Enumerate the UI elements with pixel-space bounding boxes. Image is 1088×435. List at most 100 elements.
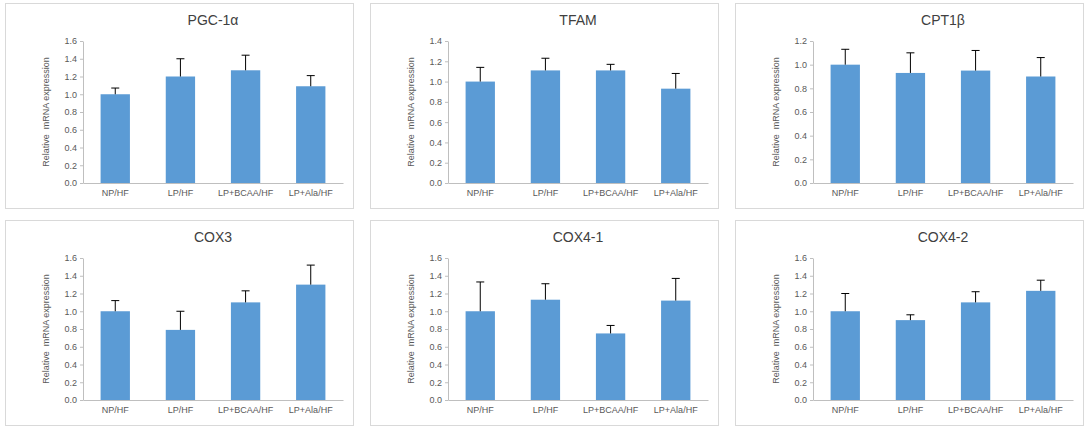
y-tick-label: 1.2 [64,72,77,82]
x-axis: NP/HFLP/HFLP+BCAA/HFLP+Ala/HF [814,400,1074,415]
x-tick-label: LP/HF [533,188,559,198]
y-tick-label: 0.6 [794,107,807,117]
y-tick: 0.0 [64,395,83,405]
y-tick: 0.2 [429,378,448,388]
error-line [115,301,116,312]
y-tick-label: 0.4 [429,138,442,148]
error-line [245,55,246,70]
y-tick-label: 0.2 [64,161,77,171]
error-line [1040,58,1041,77]
error-line [610,64,611,70]
y-tick-mark [445,294,448,295]
error-bar [841,49,849,64]
y-axis-line [83,42,84,184]
error-line [610,325,611,333]
bar [1026,291,1055,400]
y-tick-mark [445,61,448,62]
panel: COX4-1Relative mRNA expression0.00.20.40… [371,221,719,426]
x-tick: LP+Ala/HF [1019,183,1063,198]
plot-area [831,49,1056,183]
y-tick: 0.0 [794,395,813,405]
y-tick-mark [80,276,83,277]
error-bar [1037,58,1045,77]
panel-frame [371,221,719,426]
x-tick-label: NP/HF [102,405,130,415]
y-tick-mark [810,294,813,295]
x-tick-label: LP/HF [898,188,924,198]
bar [296,86,325,183]
bar [531,70,560,183]
figure: PGC-1αRelative mRNA expression0.00.20.40… [0,0,1088,435]
x-axis-line [84,183,344,184]
bar [101,94,130,183]
x-tick-label: LP+BCAA/HF [583,188,639,198]
y-tick-mark [810,258,813,259]
y-tick-mark [445,102,448,103]
y-tick: 1.0 [429,77,448,87]
error-cap [1037,57,1045,58]
y-tick-label: 0.6 [429,342,442,352]
y-tick: 0.4 [429,360,448,370]
y-tick: 1.2 [64,289,83,299]
x-tick: NP/HF [102,400,130,415]
y-tick-mark [445,142,448,143]
bar [466,311,495,400]
y-tick: 0.2 [794,155,813,165]
y-tick: 1.2 [429,289,448,299]
x-tick-label: NP/HF [832,405,860,415]
y-tick-mark [445,400,448,401]
x-tick-label: NP/HF [102,188,130,198]
error-bar [307,265,315,285]
bar [661,89,690,183]
x-tick: LP+Ala/HF [289,400,333,415]
bar [596,333,625,400]
y-tick: 0.2 [429,158,448,168]
error-line [910,315,911,320]
error-cap [476,281,484,282]
y-tick-mark [80,130,83,131]
error-bar [972,50,980,70]
bar [596,70,625,183]
y-tick-label: 1.4 [429,36,442,46]
y-tick-mark [810,112,813,113]
plot-area [101,55,326,183]
chart-title: COX3 [194,229,232,245]
y-tick-mark [445,329,448,330]
y-tick-label: 0.2 [794,155,807,165]
error-line [310,265,311,285]
y-axis-line [448,259,449,401]
x-tick: LP/HF [898,400,924,415]
bar [231,70,260,183]
error-cap [176,311,184,312]
error-cap [476,67,484,68]
error-cap [841,49,849,50]
x-tick: LP/HF [168,400,194,415]
error-cap [176,58,184,59]
y-tick: 0.2 [64,161,83,171]
y-tick: 1.6 [64,253,83,263]
y-tick-label: 0.8 [64,324,77,334]
x-axis-line [84,400,344,401]
x-tick: LP+BCAA/HF [583,400,639,415]
y-tick: 0.4 [794,360,813,370]
bar [961,302,990,400]
y-tick-label: 1.6 [64,253,77,263]
y-tick-mark [810,347,813,348]
y-tick-mark [80,112,83,113]
error-bar [242,55,250,70]
y-tick-mark [445,122,448,123]
y-axis-line [448,42,449,184]
x-tick-label: LP+Ala/HF [289,188,333,198]
panel: COX3Relative mRNA expression0.00.20.40.6… [6,221,354,426]
y-tick-mark [80,165,83,166]
x-tick-label: LP/HF [168,405,194,415]
y-tick-mark [445,258,448,259]
y-tick: 0.8 [794,324,813,334]
x-axis: NP/HFLP/HFLP+BCAA/HFLP+Ala/HF [84,183,344,198]
y-tick: 0.8 [64,107,83,117]
y-tick-mark [80,400,83,401]
y-tick-mark [810,329,813,330]
plot-area [101,265,326,400]
y-tick-mark [445,163,448,164]
y-axis-title: Relative mRNA expression [771,274,781,384]
